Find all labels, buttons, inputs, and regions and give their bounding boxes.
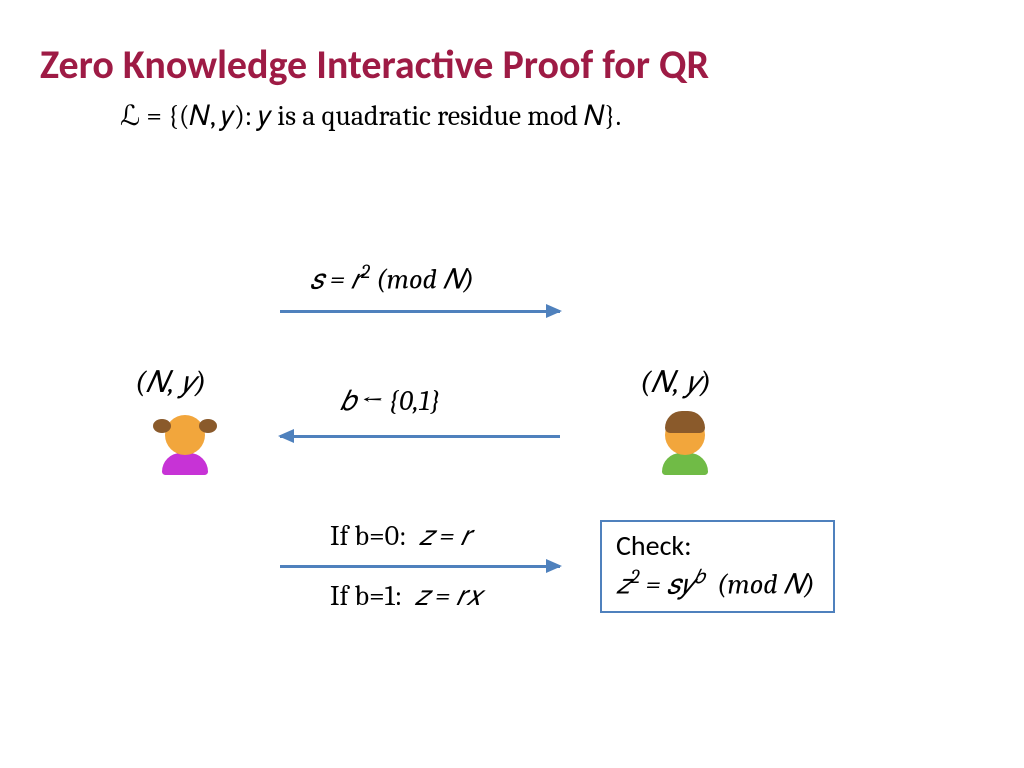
message-response-b1: If b=1: 𝑧 = 𝑟𝑥 (330, 580, 482, 613)
slide-title: Zero Knowledge Interactive Proof for QR (0, 0, 1024, 99)
prover-body (162, 453, 208, 475)
language-definition: ℒ = {(𝑁, 𝑦): 𝑦 is a quadratic residue mo… (0, 99, 1024, 133)
verifier-body (662, 453, 708, 475)
verifier-check-box: Check: 𝑧2 = 𝑠𝑦𝑏 (mod 𝑁) (600, 520, 835, 613)
arrow-response (280, 565, 560, 568)
message-challenge: 𝑏 ← {0,1} (340, 385, 440, 418)
prover-input-label: (𝑁, 𝑦) (135, 365, 206, 400)
verifier-icon (650, 415, 720, 475)
prover-icon (150, 415, 220, 475)
prover-head (165, 415, 205, 455)
check-formula: 𝑧2 = 𝑠𝑦𝑏 (mod 𝑁) (616, 565, 815, 601)
check-label: Check: (616, 528, 815, 563)
arrow-commit (280, 310, 560, 313)
verifier-head (665, 415, 705, 455)
arrow-challenge (280, 435, 560, 438)
verifier-input-label: (𝑁, 𝑦) (640, 365, 711, 400)
message-response-b0: If b=0: 𝑧 = 𝑟 (330, 520, 471, 553)
message-commit: 𝑠 = 𝑟2 (mod 𝑁) (310, 260, 474, 296)
